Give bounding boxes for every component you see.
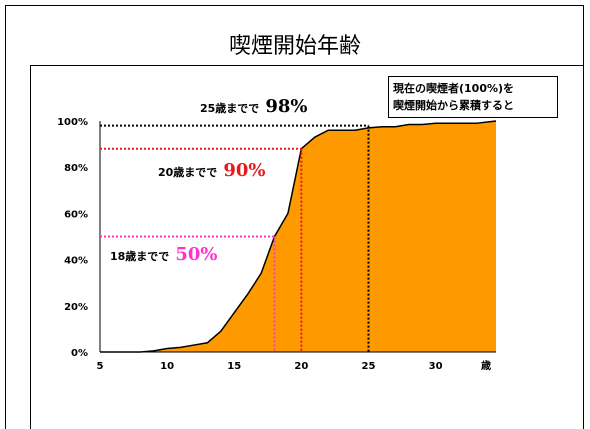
x-tick-label: 25	[362, 361, 376, 372]
x-unit-label: 歳	[481, 359, 491, 372]
x-tick-label: 15	[227, 361, 241, 372]
x-tick-label: 10	[160, 361, 174, 372]
plot-frame	[30, 65, 584, 429]
annotation-20-value: 90%	[223, 160, 266, 181]
legend-note-line-1: 現在の喫煙者(100%)を	[393, 82, 515, 95]
annotation-18-label: 18歳までで	[110, 250, 170, 263]
legend-note-line-2: 喫煙開始から累積すると	[393, 99, 514, 112]
chart-title: 喫煙開始年齢	[228, 34, 361, 59]
y-tick-label: 80%	[64, 163, 88, 174]
cumulative-line	[100, 120, 497, 353]
annotation-25-value: 98%	[265, 96, 308, 117]
annotation-20: 20歳までで 90%	[158, 160, 265, 181]
annotation-20-label: 20歳までで	[158, 166, 218, 179]
x-tick-label: 30	[429, 361, 443, 372]
annotation-18: 18歳までで 50%	[110, 244, 217, 265]
annotation-25: 25歳までで 98%	[200, 96, 307, 117]
x-tick-label: 5	[97, 361, 104, 372]
y-tick-label: 0%	[71, 348, 88, 359]
x-tick-label: 20	[294, 361, 308, 372]
area-fill	[100, 121, 496, 352]
annotation-18-value: 50%	[175, 244, 218, 265]
annotation-25-label: 25歳までで	[200, 102, 260, 115]
y-tick-label: 60%	[64, 209, 88, 220]
y-tick-label: 40%	[64, 256, 88, 267]
y-tick-label: 100%	[57, 117, 88, 128]
y-tick-label: 20%	[64, 302, 88, 313]
legend-note-box: 現在の喫煙者(100%)を 喫煙開始から累積すると	[388, 76, 558, 118]
